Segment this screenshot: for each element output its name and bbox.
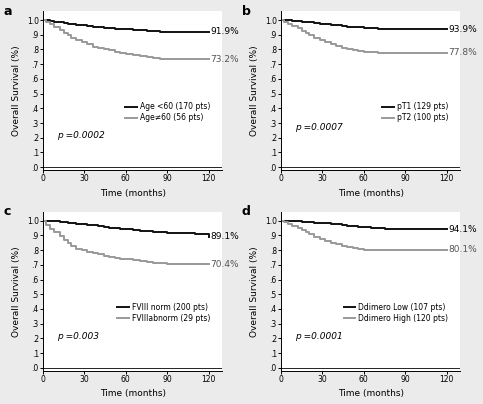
Text: 73.2%: 73.2%	[210, 55, 239, 64]
Text: p =0.0002: p =0.0002	[57, 131, 105, 140]
Y-axis label: Overall Survival (%): Overall Survival (%)	[12, 246, 21, 337]
Y-axis label: Overall Survival (%): Overall Survival (%)	[250, 246, 259, 337]
Text: d: d	[242, 206, 250, 219]
Text: 93.9%: 93.9%	[448, 25, 477, 34]
X-axis label: Time (months): Time (months)	[99, 189, 166, 198]
Legend: Ddimero Low (107 pts), Ddimero High (120 pts): Ddimero Low (107 pts), Ddimero High (120…	[341, 300, 451, 326]
Text: p =0.003: p =0.003	[57, 332, 99, 341]
X-axis label: Time (months): Time (months)	[99, 389, 166, 398]
Text: 89.1%: 89.1%	[210, 232, 239, 241]
Text: 77.8%: 77.8%	[448, 48, 477, 57]
Y-axis label: Overall Survival (%): Overall Survival (%)	[250, 45, 259, 136]
Legend: FVIII norm (200 pts), FVIIIabnorm (29 pts): FVIII norm (200 pts), FVIIIabnorm (29 pt…	[114, 300, 213, 326]
Text: 94.1%: 94.1%	[448, 225, 477, 234]
Text: 80.1%: 80.1%	[448, 245, 477, 255]
Text: p =0.0001: p =0.0001	[296, 332, 343, 341]
Legend: Age <60 (170 pts), Age≠60 (56 pts): Age <60 (170 pts), Age≠60 (56 pts)	[122, 99, 213, 125]
Y-axis label: Overall Survival (%): Overall Survival (%)	[12, 45, 21, 136]
Legend: pT1 (129 pts), pT2 (100 pts): pT1 (129 pts), pT2 (100 pts)	[379, 99, 451, 125]
Text: a: a	[3, 5, 12, 18]
Text: b: b	[242, 5, 250, 18]
X-axis label: Time (months): Time (months)	[338, 189, 404, 198]
Text: c: c	[3, 206, 11, 219]
Text: 70.4%: 70.4%	[210, 260, 239, 269]
Text: p =0.0007: p =0.0007	[296, 123, 343, 133]
Text: 91.9%: 91.9%	[210, 27, 239, 36]
X-axis label: Time (months): Time (months)	[338, 389, 404, 398]
